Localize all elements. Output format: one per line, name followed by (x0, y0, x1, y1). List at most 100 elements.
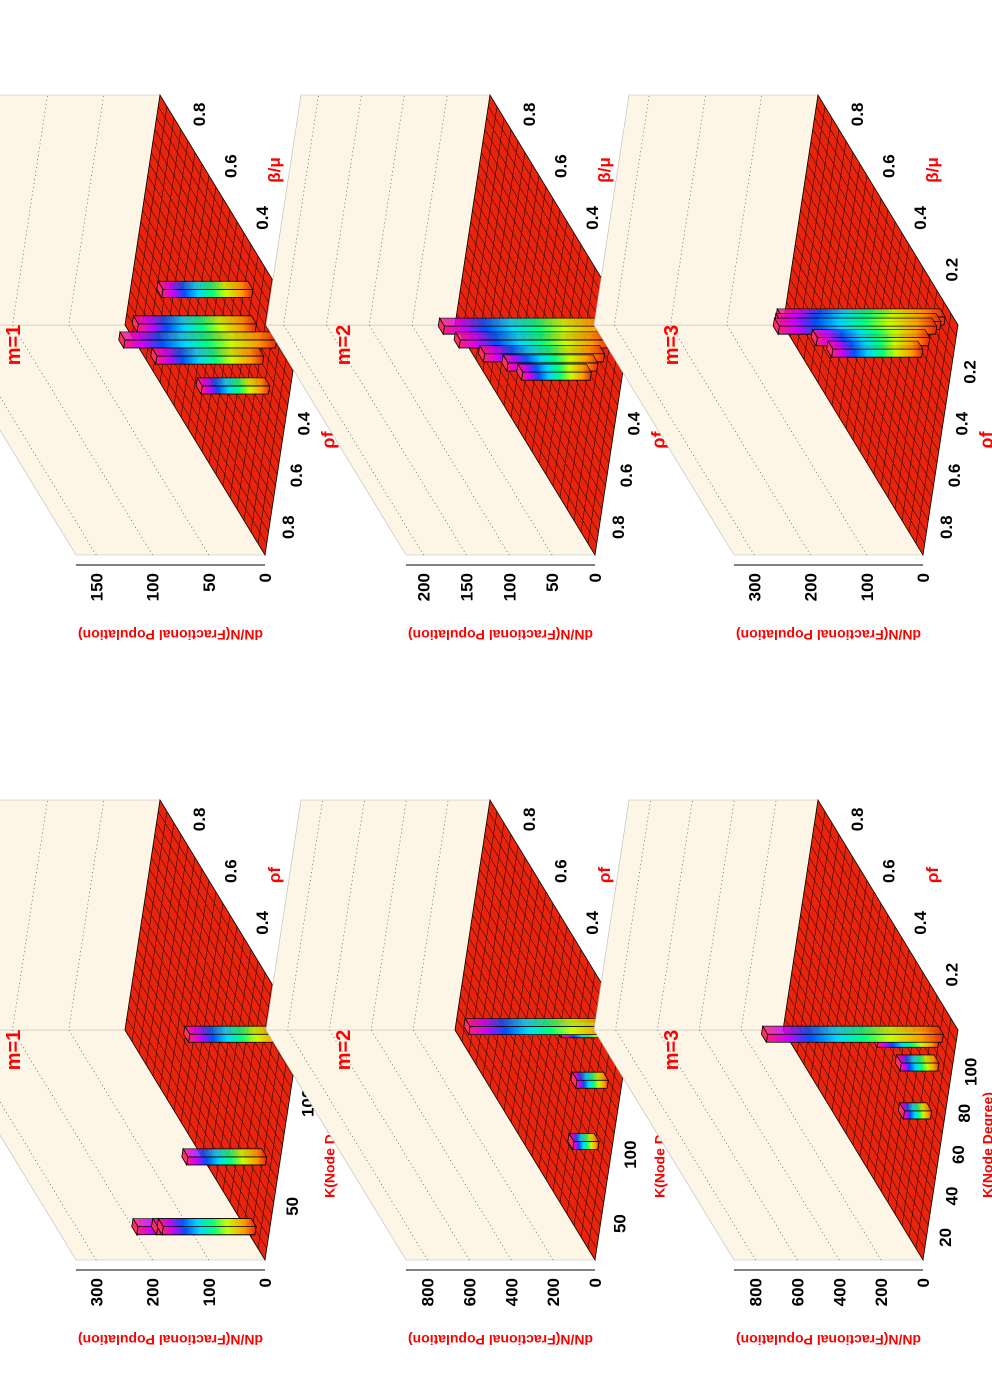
z-tick-label: 800 (419, 1278, 438, 1306)
y-axis-label: ρf (265, 867, 284, 884)
x-tick-label: 0.4 (295, 411, 314, 435)
z-axis-label: dN/N(Fractional Population) (736, 627, 921, 643)
y-tick-label: 0.4 (253, 911, 272, 935)
peak-bar-side (455, 332, 610, 340)
y-tick-label: 0.6 (221, 154, 240, 178)
y-tick-label: 0.8 (190, 808, 209, 832)
y-tick-label: 0.6 (221, 859, 240, 883)
y-tick-label: 0.8 (520, 103, 539, 127)
peak-bar-side (572, 1072, 608, 1080)
z-tick-label: 100 (200, 1278, 219, 1306)
z-axis-label: dN/N(Fractional Population) (78, 627, 263, 643)
x-tick-label: 60 (949, 1145, 968, 1164)
peak-bar (900, 1063, 939, 1071)
peak-bar-side (774, 318, 936, 326)
z-tick-label: 300 (745, 573, 764, 601)
back-wall-right (594, 95, 818, 325)
z-tick-label: 0 (914, 573, 933, 582)
peak-bar-side (197, 378, 269, 386)
peak-bar (903, 1111, 931, 1119)
z-tick-label: 150 (457, 573, 476, 601)
y-tick-label: 0.6 (879, 859, 898, 883)
x-tick-label: 0.4 (953, 411, 972, 435)
x-tick-label: 50 (610, 1214, 629, 1233)
peak-bar-side (465, 1019, 616, 1027)
peak-bar (162, 1227, 256, 1235)
y-tick-label: 0.6 (551, 154, 570, 178)
y-axis-label: ρf (923, 867, 942, 884)
z-tick-label: 200 (415, 573, 434, 601)
peak-bar-side (120, 332, 277, 340)
back-wall-right (266, 95, 490, 325)
y-axis-label: ρf (595, 867, 614, 884)
peak-bar-side (503, 355, 598, 363)
y-axis-label: β/μ (265, 157, 284, 183)
peak-bar (573, 1142, 599, 1150)
peak-bar-side (158, 1219, 256, 1227)
x-tick-label: 0.6 (945, 464, 964, 488)
x-tick-label: 0.8 (937, 515, 956, 539)
chart-title: m=1 (3, 325, 25, 366)
z-tick-label: 100 (144, 573, 163, 601)
z-axis-label: dN/N(Fractional Population) (78, 1332, 263, 1348)
chart-title: m=2 (333, 1030, 355, 1071)
peak-bar (187, 1157, 267, 1165)
x-tick-label: 0.6 (617, 464, 636, 488)
peak-bar-side (896, 1055, 939, 1063)
peak-bar-side (900, 1103, 932, 1111)
z-tick-label: 100 (500, 573, 519, 601)
peak-bar-side (518, 364, 591, 372)
back-wall-right (594, 800, 818, 1030)
z-tick-label: 300 (87, 1278, 106, 1306)
x-tick-label: 0.8 (279, 515, 298, 539)
x-tick-label: 100 (621, 1140, 640, 1168)
z-tick-label: 200 (872, 1278, 891, 1306)
back-wall-right (266, 800, 490, 1030)
chart-panel-top-left: 0 50 100 150 dN/N(Fractional Population) 0.8 0… (0, 95, 339, 643)
z-tick-label: 0 (256, 573, 275, 582)
peak-bar (162, 289, 253, 297)
chart-title: m=1 (3, 1030, 25, 1071)
x-axis-label: K(Node Degree) (980, 1092, 992, 1198)
y-tick-label: 0.4 (911, 911, 930, 935)
z-tick-label: 200 (144, 1278, 163, 1306)
y-tick-label: 0.6 (551, 859, 570, 883)
z-tick-label: 600 (788, 1278, 807, 1306)
z-axis-label: dN/N(Fractional Population) (736, 1332, 921, 1348)
y-tick-label: 0.4 (911, 206, 930, 230)
peak-bar-side (812, 330, 929, 338)
y-axis-label: β/μ (595, 157, 614, 183)
peak-bar (137, 324, 256, 332)
peak-bar (124, 340, 277, 348)
x-tick-label: 0.2 (961, 360, 980, 384)
z-tick-label: 0 (586, 1278, 605, 1287)
chart-title: m=3 (661, 325, 683, 366)
y-tick-label: 0.2 (942, 258, 961, 282)
x-tick-label: 100 (961, 1058, 980, 1086)
peak-bar-side (480, 346, 605, 354)
y-tick-label: 0.8 (848, 808, 867, 832)
z-tick-label: 150 (87, 573, 106, 601)
z-tick-label: 200 (802, 573, 821, 601)
z-tick-label: 50 (200, 573, 219, 592)
chart-title: m=3 (661, 1030, 683, 1071)
x-tick-label: 40 (943, 1187, 962, 1206)
z-tick-label: 0 (914, 1278, 933, 1287)
z-tick-label: 0 (586, 573, 605, 582)
z-tick-label: 600 (460, 1278, 479, 1306)
z-axis-label: dN/N(Fractional Population) (408, 1332, 593, 1348)
x-tick-label: 0.8 (609, 515, 628, 539)
z-tick-label: 200 (544, 1278, 563, 1306)
x-tick-label: 80 (955, 1104, 974, 1123)
chart-title: m=2 (333, 325, 355, 366)
x-tick-label: 20 (936, 1228, 955, 1247)
y-tick-label: 0.6 (879, 154, 898, 178)
z-tick-label: 50 (543, 573, 562, 592)
x-axis-label: ρf (977, 430, 992, 448)
peak-bar (576, 1080, 609, 1088)
z-tick-label: 0 (256, 1278, 275, 1287)
